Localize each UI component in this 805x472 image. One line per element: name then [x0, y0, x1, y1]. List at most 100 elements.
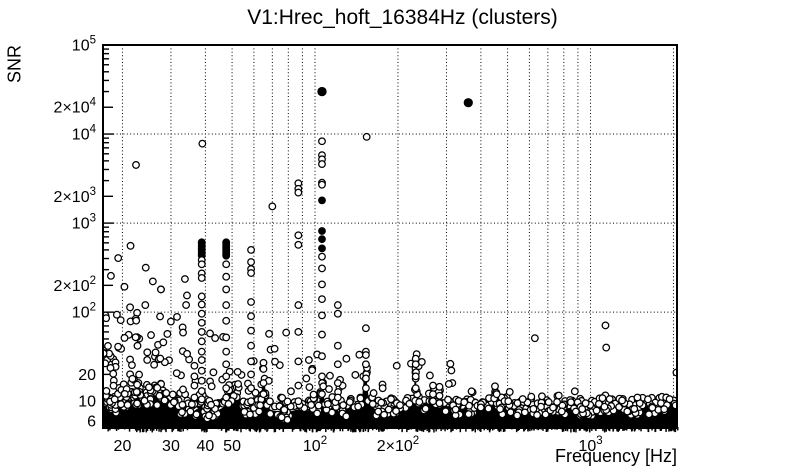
data-point: [132, 316, 141, 325]
data-point: [197, 292, 206, 301]
band-edge-dash: [316, 427, 319, 432]
data-point: [533, 411, 542, 420]
y-tick-label: 102: [72, 302, 96, 322]
data-point: [247, 341, 255, 350]
data-point: [247, 258, 255, 266]
band-edge-dash: [647, 427, 650, 433]
data-point: [126, 241, 135, 250]
data-point-filled: [317, 86, 327, 97]
data-point: [345, 398, 354, 406]
band-edge-dash: [362, 427, 365, 433]
data-point: [318, 311, 326, 320]
data-point: [355, 350, 364, 359]
data-point: [246, 410, 254, 419]
data-point: [411, 384, 420, 393]
data-point: [179, 385, 187, 394]
data-point: [356, 394, 365, 403]
data-point: [305, 383, 314, 392]
band-edge-dash: [669, 427, 672, 432]
data-point: [222, 260, 231, 269]
data-point: [120, 389, 129, 398]
band-edge-dash: [459, 427, 462, 433]
data-point: [333, 379, 342, 387]
data-point: [435, 382, 444, 391]
band-edge-dash: [225, 427, 228, 433]
band-edge-dash: [602, 427, 604, 432]
data-point: [553, 398, 561, 406]
data-point: [120, 282, 129, 291]
data-point: [530, 334, 539, 343]
data-point: [222, 272, 231, 281]
band-edge-dash: [237, 427, 239, 432]
data-point: [361, 384, 370, 393]
data-point: [103, 359, 110, 368]
data-point: [464, 410, 473, 419]
band-edge-dash: [158, 427, 160, 432]
data-point: [671, 401, 677, 410]
data-point: [362, 132, 371, 141]
data-point: [222, 333, 231, 342]
band-edge-dash: [504, 427, 506, 432]
data-point: [361, 360, 370, 369]
data-point: [187, 400, 196, 409]
data-point: [197, 347, 206, 356]
data-point: [361, 324, 370, 333]
band-edge-dash: [249, 427, 252, 432]
data-point: [190, 393, 199, 402]
band-edge-dash: [586, 427, 589, 432]
x-tick-label: 30: [162, 438, 180, 455]
data-point: [294, 301, 303, 310]
y-tick-label: 2×103: [54, 186, 96, 206]
data-point: [140, 396, 149, 405]
data-point: [318, 160, 326, 169]
band-edge-dash: [500, 427, 502, 432]
data-point: [333, 309, 342, 318]
data-point: [131, 333, 140, 342]
data-point: [133, 380, 142, 389]
band-edge-dash: [141, 427, 144, 433]
data-point: [307, 401, 316, 409]
data-point: [178, 400, 187, 409]
data-point: [265, 397, 274, 406]
band-edge-dash: [205, 427, 207, 432]
data-point: [392, 407, 400, 415]
data-point: [554, 391, 563, 400]
data-point: [211, 334, 220, 343]
data-point: [578, 405, 587, 413]
data-point: [103, 314, 111, 323]
band-edge-dash: [674, 427, 677, 433]
band-edge-dash: [364, 427, 367, 432]
data-point: [520, 408, 529, 417]
band-edge-dash: [291, 427, 294, 432]
data-point: [141, 301, 150, 309]
data-point: [368, 400, 377, 408]
band-edge-dash: [171, 427, 173, 433]
y-axis-title: SNR: [4, 44, 25, 84]
data-point: [141, 263, 150, 272]
data-point: [192, 410, 201, 419]
data-point: [645, 410, 653, 419]
band-edge-dash: [665, 427, 667, 432]
data-point: [318, 180, 326, 189]
data-point: [133, 399, 142, 408]
data-point: [207, 400, 215, 409]
data-point: [592, 406, 601, 415]
data-point: [268, 202, 277, 211]
band-edge-dash: [151, 427, 153, 433]
data-point: [467, 387, 476, 396]
band-edge-dash: [502, 427, 505, 432]
data-point: [222, 393, 231, 402]
data-point: [132, 161, 140, 169]
data-point: [247, 245, 255, 254]
data-point: [601, 321, 610, 330]
data-point: [224, 400, 233, 408]
data-point: [151, 348, 160, 357]
data-point: [325, 371, 334, 380]
data-point: [476, 403, 485, 412]
data-point: [186, 407, 195, 416]
data-point: [197, 300, 206, 309]
data-point: [444, 395, 452, 404]
data-point: [233, 367, 242, 376]
data-point: [377, 398, 386, 407]
data-point: [197, 356, 206, 364]
